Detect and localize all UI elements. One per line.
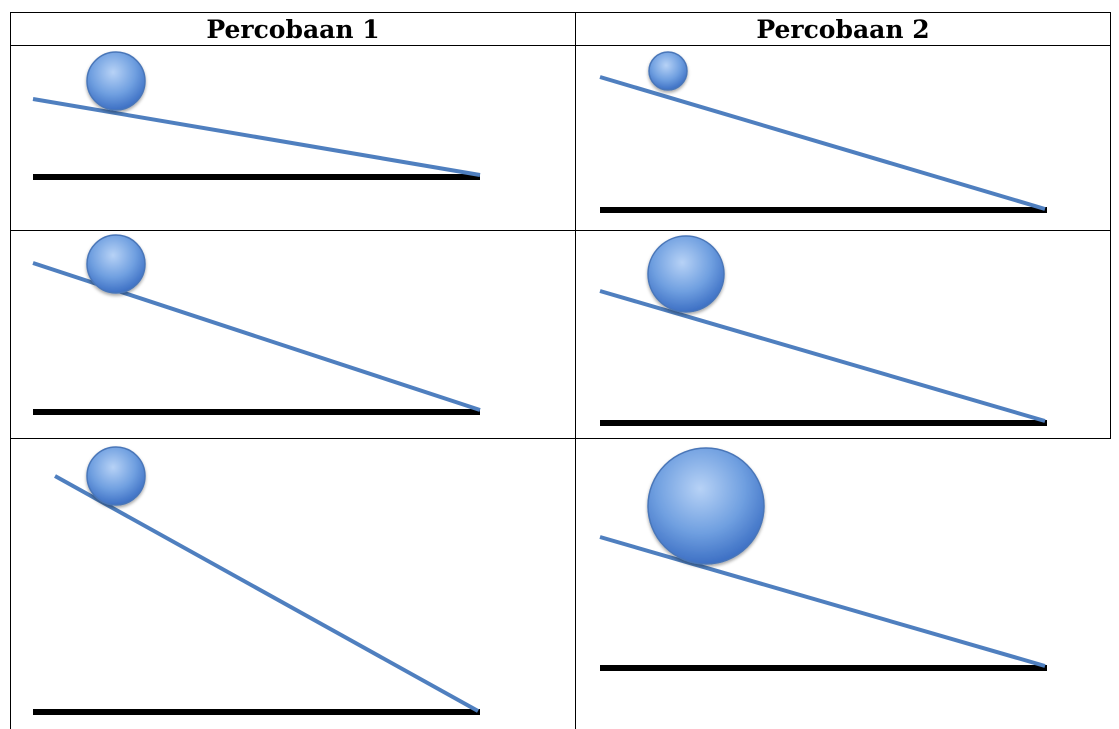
scene-p1-row2 [32, 234, 481, 415]
ball [647, 235, 725, 313]
scene-p2-row3 [599, 447, 1047, 671]
table-grid [10, 12, 1111, 729]
scene-p2-row1 [599, 51, 1047, 213]
ball [648, 51, 688, 91]
header-percobaan-1: Percobaan 1 [206, 15, 379, 44]
ramp-line [599, 75, 1046, 211]
ramp-line [54, 474, 479, 713]
ball [86, 446, 146, 506]
ramp-line [599, 535, 1046, 668]
ball [647, 447, 765, 565]
scene-p1-row3 [33, 446, 480, 715]
scene-p1-row1 [32, 51, 481, 180]
ball [86, 234, 146, 294]
header-percobaan-2: Percobaan 2 [756, 15, 929, 44]
ramp-line [32, 97, 481, 177]
ramp-line [599, 289, 1046, 423]
scene-p2-row2 [599, 235, 1047, 426]
ball [86, 51, 146, 111]
